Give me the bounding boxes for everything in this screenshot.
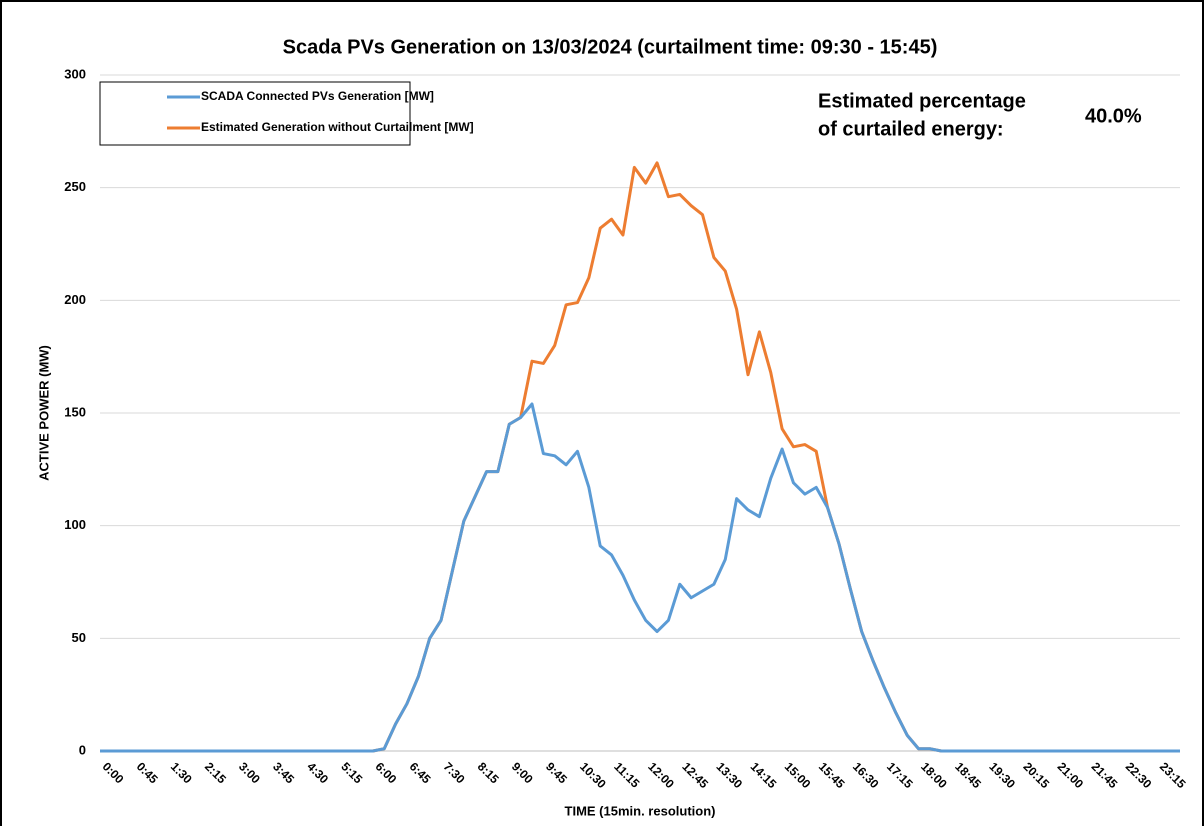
legend-label: Estimated Generation without Curtailment… [201, 120, 474, 134]
annotation-value: 40.0% [1085, 105, 1142, 127]
y-axis-title: ACTIVE POWER (MW) [36, 345, 51, 481]
y-tick-label: 100 [64, 517, 86, 532]
y-tick-label: 150 [64, 404, 86, 419]
legend-box [99, 81, 411, 146]
series-line [100, 402, 1180, 753]
chart-title: Scada PVs Generation on 13/03/2024 (curt… [283, 36, 938, 58]
annotation-line: Estimated percentage [818, 90, 1026, 112]
y-tick-label: 250 [64, 179, 86, 194]
legend-label: SCADA Connected PVs Generation [MW] [201, 89, 434, 103]
y-tick-label: 200 [64, 292, 86, 307]
annotation-line: of curtailed energy: [818, 118, 1004, 140]
y-tick-label: 50 [72, 630, 86, 645]
y-tick-label: 0 [79, 742, 86, 757]
y-tick-label: 300 [64, 66, 86, 81]
x-axis-title: TIME (15min. resolution) [565, 803, 716, 818]
